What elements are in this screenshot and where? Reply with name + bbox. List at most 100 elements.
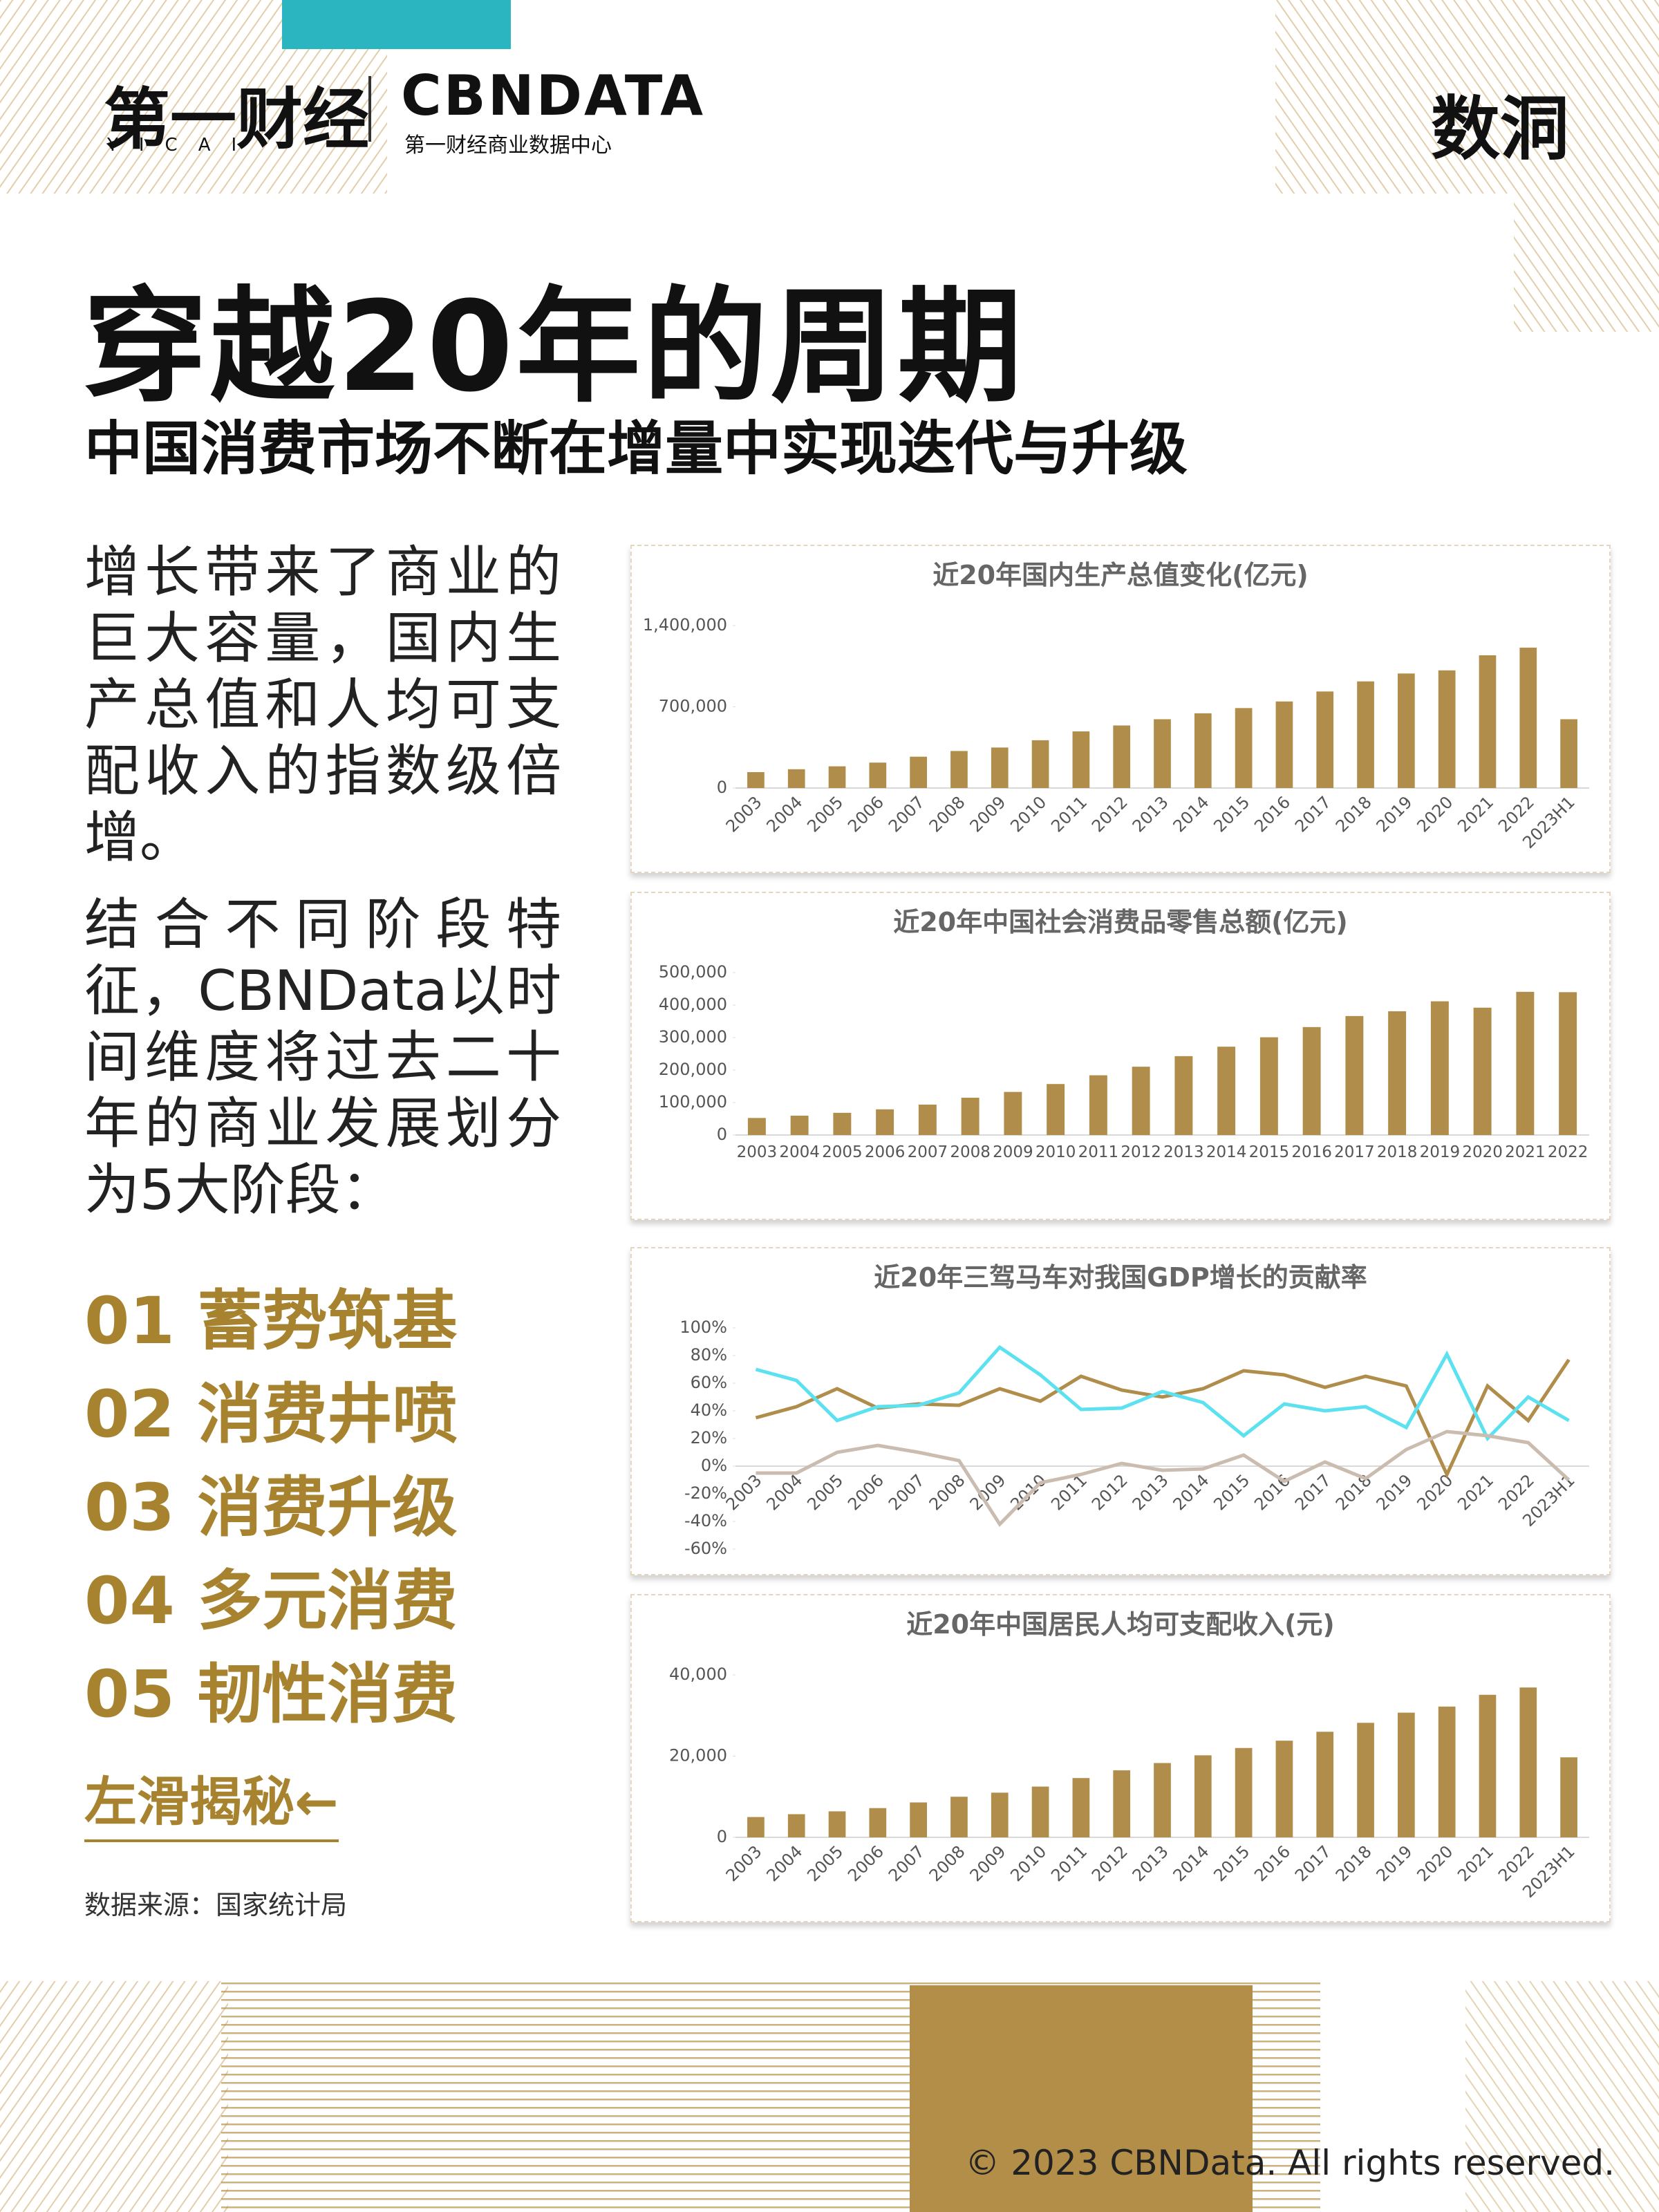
bar bbox=[1473, 1007, 1492, 1135]
logo-cn: 第一财经 bbox=[104, 81, 369, 158]
bar bbox=[869, 1808, 887, 1837]
bar bbox=[869, 762, 887, 788]
y-tick-label: 60% bbox=[691, 1373, 727, 1392]
y-tick-label: 700,000 bbox=[659, 697, 727, 716]
bar bbox=[1519, 647, 1537, 788]
x-tick-label: 2017 bbox=[1291, 792, 1335, 836]
bar bbox=[1194, 1755, 1212, 1837]
bar bbox=[1031, 740, 1049, 788]
stage: 04 多元消费 bbox=[84, 1564, 458, 1639]
chart-card: 近20年中国居民人均可支配收入(元) 0 20,000 40,000 2003 2004 2… bbox=[630, 1594, 1611, 1922]
x-tick-label: 2009 bbox=[966, 1841, 1010, 1885]
stage: 02 消费井喷 bbox=[84, 1377, 458, 1452]
bar bbox=[910, 1802, 927, 1837]
bar bbox=[1154, 1763, 1171, 1837]
bar bbox=[1174, 1056, 1193, 1135]
bar bbox=[833, 1112, 852, 1135]
bar bbox=[828, 1811, 846, 1837]
swipe-hint[interactable]: 左滑揭秘← bbox=[84, 1759, 339, 1842]
x-tick-label: 2007 bbox=[885, 1470, 928, 1514]
bar bbox=[1398, 1712, 1415, 1837]
x-tick-label: 2006 bbox=[844, 1841, 888, 1885]
bar bbox=[1217, 1047, 1236, 1135]
x-tick-label: 2016 bbox=[1250, 1470, 1294, 1514]
bar bbox=[1357, 1723, 1374, 1837]
bar bbox=[910, 756, 927, 788]
bar bbox=[950, 1797, 968, 1837]
bar bbox=[1316, 691, 1334, 788]
bar bbox=[828, 766, 846, 788]
x-tick-label: 2013 bbox=[1129, 792, 1172, 836]
y-tick-label: 40% bbox=[691, 1400, 727, 1420]
y-tick-label: -40% bbox=[684, 1511, 727, 1530]
chart-card: 近20年三驾马车对我国GDP增长的贡献率 -60% -40% -20% 0% 20% 40%… bbox=[630, 1247, 1611, 1575]
x-tick-label: 2012 bbox=[1121, 1143, 1161, 1161]
stage: 01 蓄势筑基 bbox=[84, 1284, 458, 1359]
bar bbox=[1388, 1011, 1407, 1135]
bar bbox=[1235, 1747, 1253, 1837]
line bbox=[755, 1358, 1571, 1479]
bar bbox=[1275, 701, 1293, 788]
x-tick-label: 2007 bbox=[885, 792, 928, 836]
paragraph: 结合不同阶段特征，CBNData以时间维度将过去二十年的商业发展划分为5大阶段： bbox=[84, 892, 561, 1222]
x-tick-label: 2010 bbox=[1006, 1841, 1050, 1885]
x-tick-label: 2005 bbox=[803, 1470, 847, 1514]
x-tick-label: 2005 bbox=[822, 1143, 863, 1161]
x-tick-label: 2003 bbox=[722, 792, 766, 836]
y-tick-label: -20% bbox=[684, 1483, 727, 1503]
x-tick-label: 2011 bbox=[1078, 1143, 1119, 1161]
y-tick-label: 300,000 bbox=[659, 1027, 727, 1047]
copyright: © 2023 CBNData. All rights reserved. bbox=[965, 2143, 1615, 2183]
x-tick-label: 2003 bbox=[722, 1841, 766, 1885]
subtitle: 中国消费市场不断在增量中实现迭代与升级 bbox=[84, 415, 1188, 482]
x-tick-label: 2007 bbox=[908, 1143, 948, 1161]
bar bbox=[1559, 992, 1577, 1135]
x-tick-label: 2016 bbox=[1291, 1143, 1332, 1161]
x-tick-label: 2019 bbox=[1420, 1143, 1461, 1161]
y-tick-label: 0% bbox=[701, 1456, 727, 1475]
x-tick-label: 2012 bbox=[1088, 792, 1132, 836]
x-tick-label: 2008 bbox=[926, 792, 969, 836]
bar bbox=[787, 769, 805, 788]
x-tick-label: 2021 bbox=[1454, 1841, 1497, 1885]
y-tick-label: 0 bbox=[717, 1125, 727, 1144]
x-tick-label: 2016 bbox=[1250, 1841, 1294, 1885]
line bbox=[755, 1344, 1570, 1442]
x-tick-label: 2013 bbox=[1163, 1143, 1204, 1161]
bar bbox=[1398, 673, 1415, 788]
x-tick-label: 2012 bbox=[1088, 1841, 1132, 1885]
bar bbox=[1072, 731, 1090, 788]
y-tick-label: 500,000 bbox=[659, 962, 727, 982]
x-tick-label: 2014 bbox=[1170, 1470, 1213, 1514]
x-tick-label: 2021 bbox=[1454, 792, 1497, 836]
chart-title: 近20年中国社会消费品零售总额(亿元) bbox=[893, 907, 1348, 937]
bar bbox=[747, 772, 765, 788]
stage: 03 消费升级 bbox=[84, 1470, 458, 1546]
x-tick-label: 2022 bbox=[1548, 1143, 1588, 1161]
bar bbox=[1438, 1706, 1456, 1837]
x-tick-label: 2013 bbox=[1129, 1470, 1172, 1514]
x-tick-label: 2007 bbox=[885, 1841, 928, 1885]
bar bbox=[1047, 1084, 1065, 1135]
x-tick-label: 2019 bbox=[1373, 1841, 1416, 1885]
x-tick-label: 2020 bbox=[1413, 1470, 1456, 1514]
bar bbox=[747, 1118, 766, 1135]
x-tick-label: 2016 bbox=[1250, 792, 1294, 836]
x-tick-label: 2003 bbox=[722, 1470, 766, 1514]
brand-sub: 第一财经商业数据中心 bbox=[404, 133, 612, 158]
bar bbox=[1560, 719, 1577, 788]
bar bbox=[1194, 713, 1212, 788]
x-tick-label: 2012 bbox=[1088, 1470, 1132, 1514]
line bbox=[756, 1430, 1571, 1527]
bar bbox=[1357, 681, 1374, 788]
x-tick-label: 2017 bbox=[1291, 1841, 1335, 1885]
chart: 近20年中国社会消费品零售总额(亿元) 0 100,000 200,000 300,00… bbox=[659, 907, 1589, 1161]
x-tick-label: 2011 bbox=[1047, 1841, 1091, 1885]
x-tick-label: 2015 bbox=[1249, 1143, 1290, 1161]
stage: 05 韧性消费 bbox=[84, 1657, 458, 1732]
x-tick-label: 2017 bbox=[1291, 1470, 1335, 1514]
bar bbox=[1072, 1778, 1090, 1837]
x-tick-label: 2006 bbox=[844, 1470, 888, 1514]
bar bbox=[1316, 1732, 1334, 1837]
